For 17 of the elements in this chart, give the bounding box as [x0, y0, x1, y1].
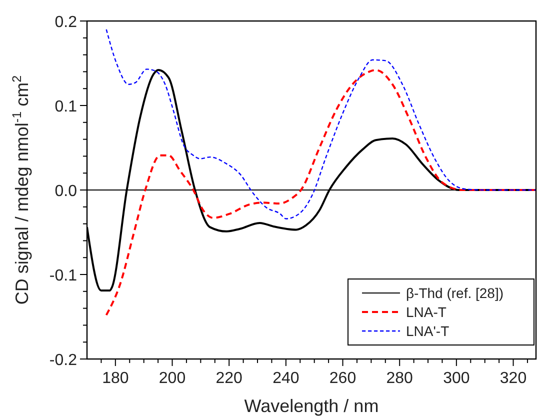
x-tick-label: 200 [158, 370, 186, 387]
legend-label: LNA'-T [406, 323, 450, 339]
x-axis-title: Wavelength / nm [244, 396, 379, 416]
legend-label: β-Thd (ref. [28]) [406, 285, 504, 301]
x-tick-label: 320 [500, 370, 527, 387]
y-tick-label: -0.2 [49, 352, 78, 369]
x-tick-label: 260 [329, 370, 356, 387]
x-tick-label: 180 [102, 370, 129, 387]
y-tick-label: 0.1 [54, 98, 78, 116]
y-tick-label: 0.2 [54, 14, 78, 31]
legend-label: LNA-T [406, 304, 447, 320]
x-tick-label: 220 [216, 370, 243, 387]
y-tick-label: -0.1 [49, 268, 78, 284]
x-tick-label: 240 [272, 370, 300, 387]
x-tick-label: 280 [386, 370, 414, 387]
x-tick-label: 300 [443, 370, 470, 387]
y-tick-label: 0.0 [54, 183, 78, 200]
